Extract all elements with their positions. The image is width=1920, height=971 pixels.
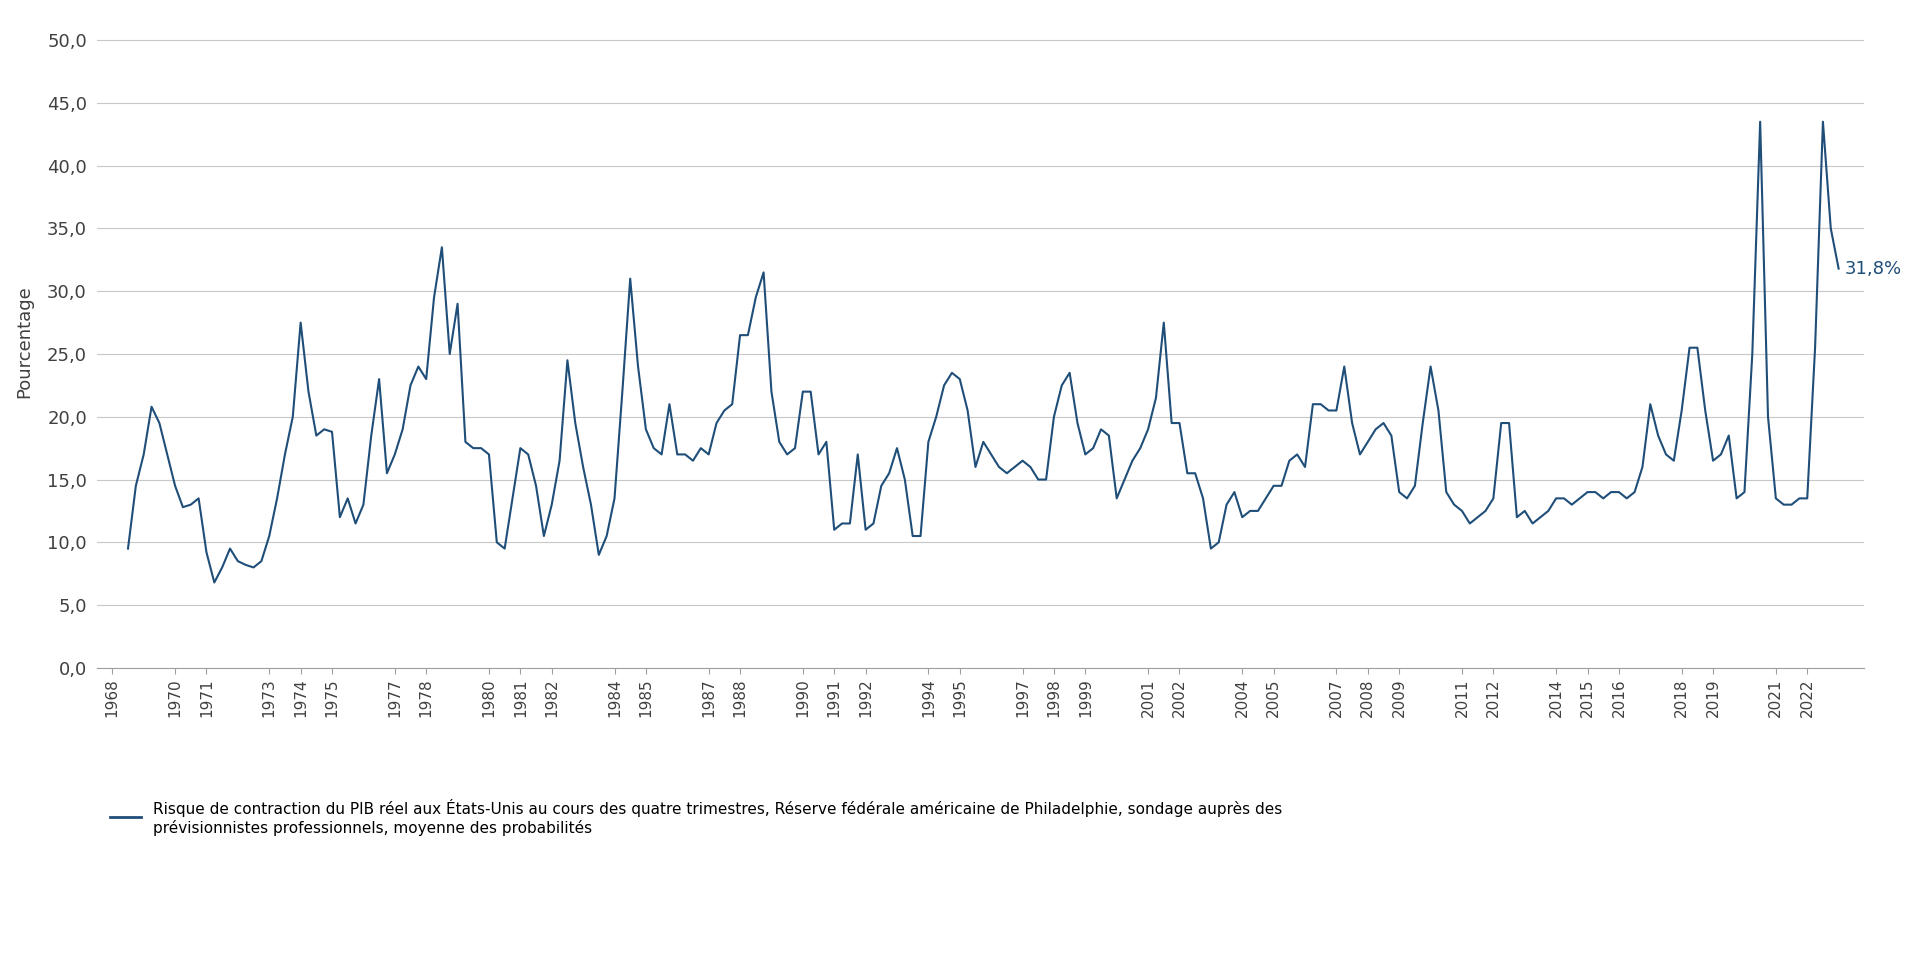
Legend: Risque de contraction du PIB réel aux États-Unis au cours des quatre trimestres,: Risque de contraction du PIB réel aux Ét… xyxy=(104,793,1288,842)
Y-axis label: Pourcentage: Pourcentage xyxy=(15,285,33,398)
Text: 31,8%: 31,8% xyxy=(1845,259,1903,278)
